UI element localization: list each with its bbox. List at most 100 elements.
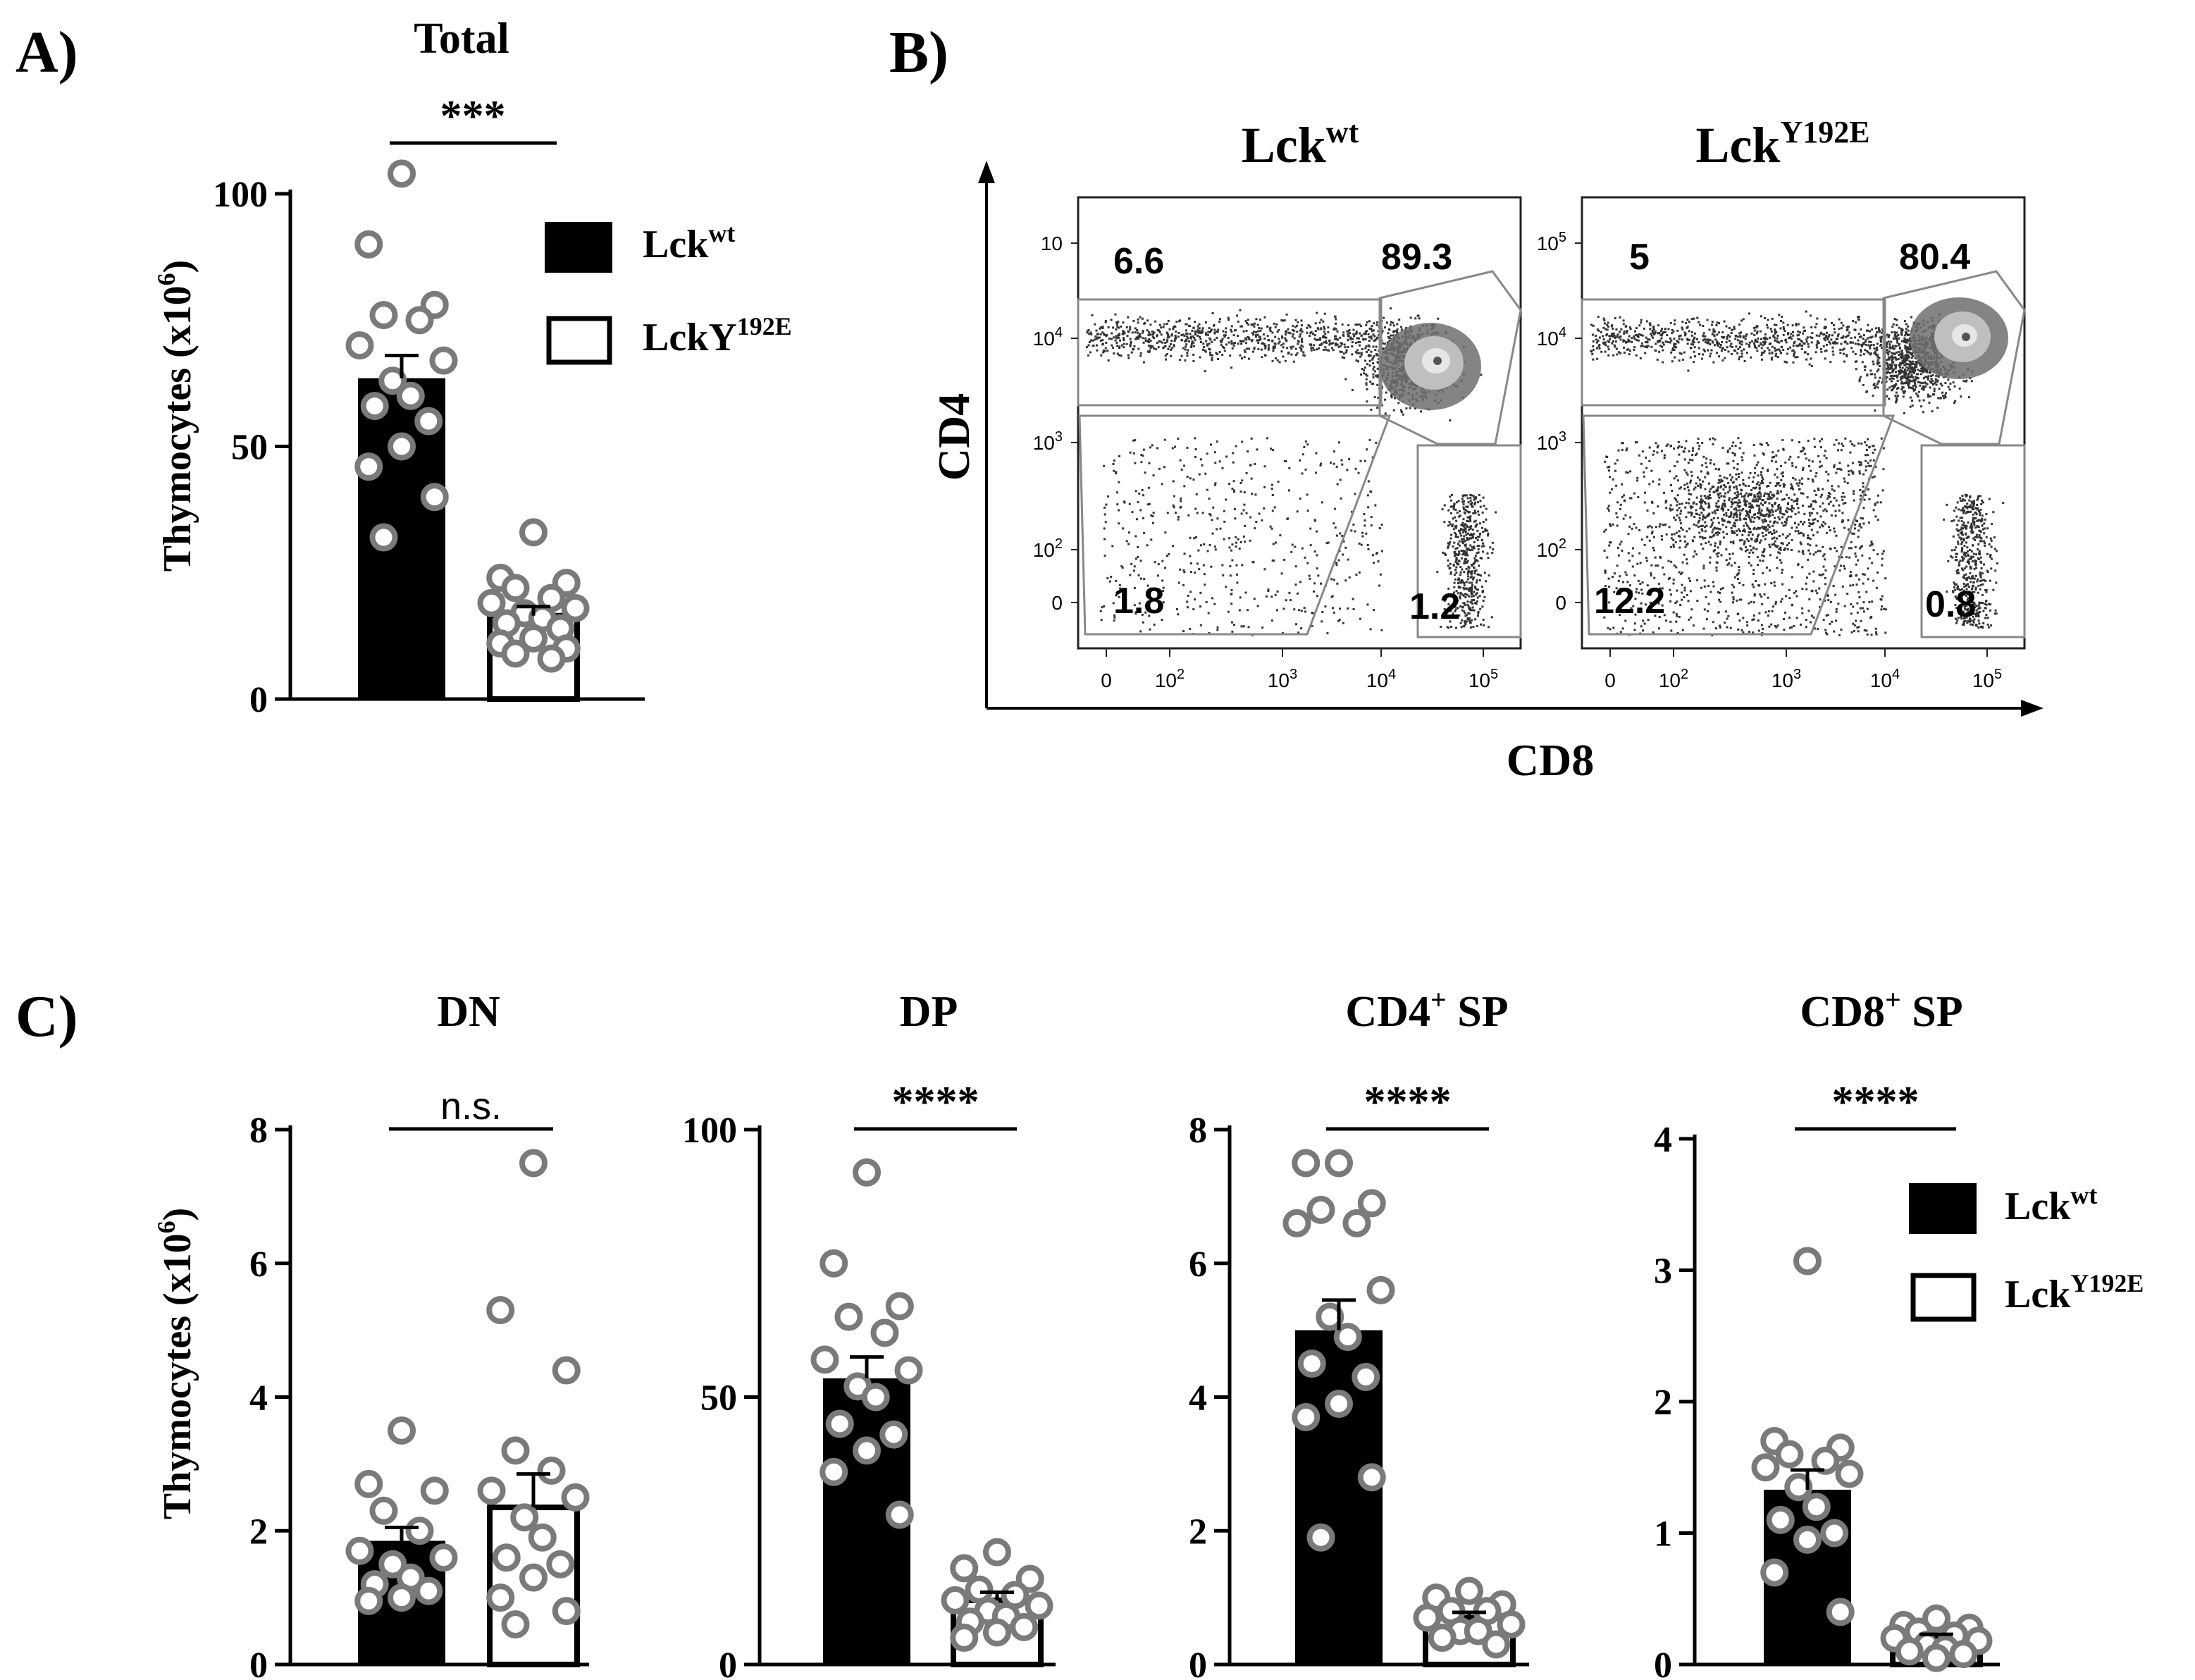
event (1979, 601, 1982, 604)
event (1974, 574, 1977, 577)
event (1850, 541, 1853, 543)
event (1466, 572, 1469, 575)
event (1969, 557, 1972, 560)
event (1392, 330, 1395, 333)
event (1146, 319, 1149, 322)
event (1450, 625, 1453, 628)
event (1985, 614, 1988, 617)
event (1111, 332, 1113, 335)
data-point (429, 346, 458, 375)
event (1873, 383, 1876, 385)
event (1979, 588, 1981, 591)
event (1231, 347, 1234, 350)
event (1872, 344, 1875, 347)
event (1263, 465, 1266, 468)
event (1213, 331, 1216, 334)
event (1455, 590, 1458, 593)
event (1186, 354, 1189, 357)
event (1646, 338, 1649, 341)
event (1473, 557, 1476, 560)
event (1142, 361, 1145, 364)
event (1652, 326, 1655, 329)
event (1977, 578, 1979, 581)
event (1820, 493, 1823, 496)
event (1359, 332, 1361, 335)
event (1931, 410, 1934, 413)
event (1443, 521, 1446, 524)
event (1328, 339, 1331, 342)
event (1480, 557, 1483, 560)
event (1259, 329, 1262, 332)
event (1261, 356, 1263, 359)
event (1973, 520, 1976, 523)
event (1463, 552, 1466, 555)
event (1907, 354, 1910, 357)
event (1211, 312, 1214, 315)
event (1876, 331, 1879, 334)
event (1117, 321, 1120, 323)
event (1929, 386, 1931, 389)
event (1974, 564, 1977, 567)
event (1173, 344, 1175, 347)
event (1963, 567, 1966, 570)
event (1608, 601, 1611, 604)
event (1910, 352, 1913, 355)
event (1267, 348, 1270, 351)
event (1213, 328, 1216, 331)
event (1934, 380, 1937, 383)
event (1886, 376, 1888, 378)
event (1137, 555, 1139, 558)
event (1965, 584, 1967, 587)
event (1467, 618, 1470, 621)
event (1335, 465, 1338, 468)
event (1243, 356, 1246, 359)
event (1619, 338, 1622, 341)
event (1803, 326, 1805, 329)
event (1782, 321, 1785, 324)
event (1354, 467, 1357, 470)
event (1824, 350, 1826, 352)
event (1350, 529, 1353, 532)
event (1622, 346, 1625, 349)
event (1464, 603, 1466, 606)
event (1320, 343, 1323, 346)
event (1979, 579, 1982, 582)
event (1474, 618, 1477, 621)
event (1865, 343, 1867, 346)
event (1356, 352, 1359, 354)
event (1839, 352, 1842, 354)
event (1452, 612, 1454, 615)
event (1760, 338, 1762, 340)
event (1770, 330, 1773, 333)
event (1864, 340, 1867, 343)
event (1686, 326, 1689, 328)
event (1255, 521, 1258, 524)
event (1976, 612, 1979, 614)
event (1745, 335, 1748, 338)
event (1917, 362, 1920, 364)
event (1809, 314, 1812, 317)
event (1125, 342, 1128, 345)
event (1168, 328, 1171, 331)
event (1598, 347, 1601, 350)
event (1750, 356, 1752, 359)
event (1646, 341, 1649, 344)
event (1263, 345, 1266, 347)
event (1339, 345, 1342, 347)
event (1178, 359, 1181, 362)
event (1315, 471, 1318, 474)
event (1962, 593, 1965, 596)
event (1906, 369, 1909, 371)
event (1299, 329, 1301, 332)
event (1961, 547, 1964, 550)
event (1321, 336, 1324, 339)
event (1464, 531, 1467, 533)
event (1234, 517, 1237, 520)
event (1129, 451, 1132, 454)
event (1965, 494, 1968, 497)
event (1732, 441, 1735, 444)
event (1306, 493, 1309, 496)
event (1466, 537, 1469, 540)
event (1891, 354, 1893, 357)
event (1318, 338, 1321, 341)
